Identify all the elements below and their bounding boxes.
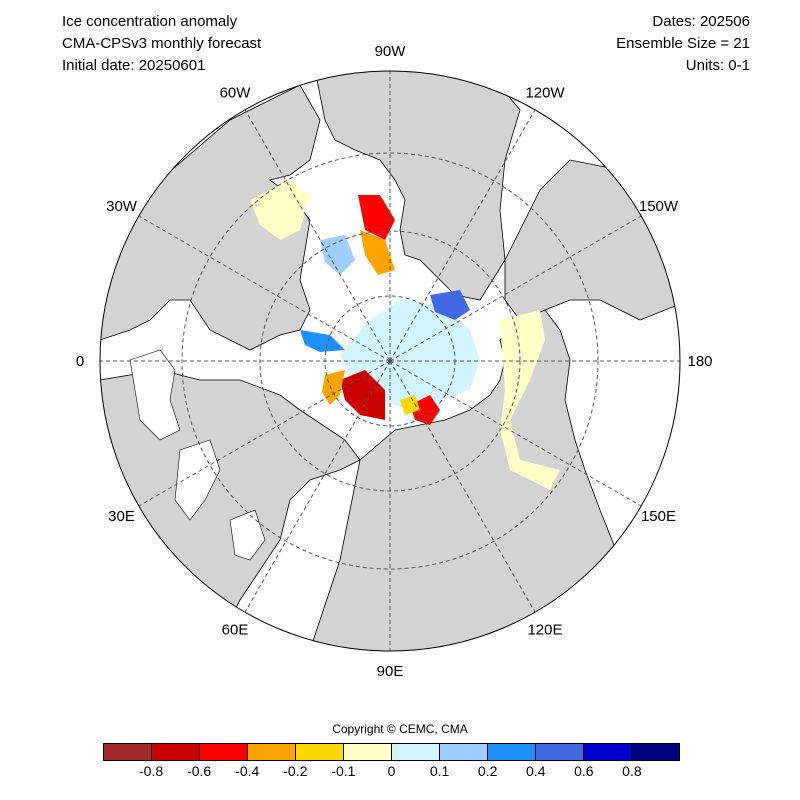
- meridian-line: [389, 109, 536, 362]
- model-name: CMA-CPSv3 monthly forecast: [62, 35, 262, 52]
- meridian-line: [389, 360, 536, 613]
- longitude-label: 90E: [377, 663, 404, 680]
- colorbar-swatch: [296, 744, 344, 760]
- forecast-dates: Dates: 202506: [652, 13, 750, 30]
- meridian-line: [244, 360, 391, 613]
- colorbar-tick-label: 0.2: [477, 763, 498, 779]
- lat-60: [181, 152, 599, 570]
- colorbar-swatch: [248, 744, 296, 760]
- colorbar-tick-label: -0.2: [283, 763, 308, 779]
- longitude-label: 150W: [639, 198, 679, 215]
- anomaly-baffin-red: [358, 195, 395, 240]
- anomaly-baffin-orange: [360, 230, 395, 275]
- units: Units: 0-1: [685, 57, 750, 74]
- map-disc: [100, 71, 680, 651]
- colorbar-swatch: [344, 744, 392, 760]
- land-siberia: [299, 309, 621, 651]
- longitude-label: 30W: [106, 198, 138, 215]
- longitude-labels: 90W 120W 150W 180 150E 120E 90E 60E 30E 0 30W 60W: [76, 43, 713, 680]
- colorbar-tick-label: 0.8: [622, 763, 642, 779]
- colorbar-tick-label: 0: [387, 763, 396, 779]
- colorbar-swatch: [152, 744, 200, 760]
- sea-hudson: [129, 349, 181, 441]
- anomaly-beaufort-blue: [430, 290, 470, 320]
- meridians: [100, 71, 680, 651]
- colorbar-labels: -0.8 -0.6 -0.4 -0.2 -0.1 0 0.1 0.2 0.4 0.6 0.8: [103, 763, 680, 783]
- longitude-label: 120E: [527, 621, 562, 638]
- colorbar-swatch: [584, 744, 632, 760]
- colorbar-swatch: [440, 744, 488, 760]
- longitude-label: 0: [76, 353, 84, 370]
- initial-date: Initial date: 20250601: [62, 57, 206, 74]
- inner-seas: [129, 349, 266, 561]
- colorbar: [103, 743, 680, 761]
- copyright-notice: Copyright © CEMC, CMA: [332, 722, 468, 736]
- anomaly-chukchi: [500, 310, 560, 490]
- meridian-line: [389, 215, 642, 362]
- colorbar-tick-label: 0.6: [574, 763, 594, 779]
- longitude-label: 150E: [641, 508, 676, 525]
- colorbar-swatch: [392, 744, 440, 760]
- colorbar-swatch: [200, 744, 248, 760]
- longitude-label: 60W: [220, 85, 252, 102]
- sea-baltic: [174, 439, 221, 521]
- longitude-label: 90W: [375, 43, 407, 60]
- map-title: Ice concentration anomaly: [62, 13, 238, 30]
- colorbar-swatch: [632, 744, 679, 760]
- meridian-line: [138, 360, 391, 507]
- land-north-america: [100, 84, 321, 351]
- anomaly-kara-orange: [400, 395, 420, 415]
- colorbar-tick-label: -0.8: [139, 763, 164, 779]
- header-left: Ice concentration anomaly CMA-CPSv3 mont…: [62, 11, 261, 77]
- colorbar-swatch: [104, 744, 152, 760]
- meridian-line: [244, 109, 391, 362]
- anomaly-canada-blue-2: [320, 235, 355, 275]
- longitude-label: 180: [687, 353, 712, 370]
- longitude-label: 120W: [525, 85, 565, 102]
- ensemble-size: Ensemble Size = 21: [616, 35, 750, 52]
- colorbar-tick-label: -0.1: [331, 763, 356, 779]
- colorbar-swatch: [488, 744, 536, 760]
- colorbar-tick-label: 0.4: [526, 763, 546, 779]
- header-right: Dates: 202506 Ensemble Size = 21 Units: …: [616, 11, 750, 77]
- colorbar-tick-label: -0.6: [187, 763, 212, 779]
- colorbar-swatch: [536, 744, 584, 760]
- longitude-label: 60E: [222, 621, 249, 638]
- map-border: [99, 70, 681, 652]
- meridian-line: [389, 360, 642, 507]
- colorbar-tick-label: -0.4: [235, 763, 260, 779]
- sea-caspian: [229, 509, 266, 561]
- anomaly-barents-red: [340, 370, 385, 420]
- land-greenland: [314, 71, 521, 301]
- anomaly-north-atlantic: [250, 180, 310, 240]
- meridian-line: [138, 215, 391, 362]
- anomaly-canada-blue: [300, 330, 345, 352]
- colorbar-tick-label: 0.1: [429, 763, 450, 779]
- polar-map: 90W 120W 150W 180 150E 120E 90E 60E 30E 0 30W 60W: [76, 43, 713, 680]
- longitude-label: 30E: [108, 508, 135, 525]
- ice-anomaly: [250, 180, 560, 490]
